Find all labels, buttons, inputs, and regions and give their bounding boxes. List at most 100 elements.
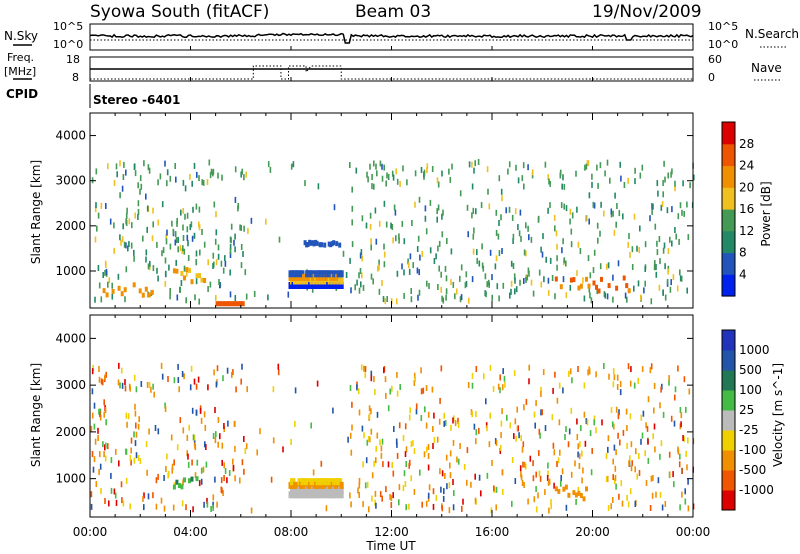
data-cell <box>502 282 505 289</box>
data-cell <box>197 376 200 383</box>
data-cell <box>179 286 181 293</box>
data-cell <box>668 379 670 386</box>
data-cell <box>335 241 339 247</box>
data-cell <box>104 444 106 451</box>
data-cell <box>663 242 666 249</box>
colorbar-segment <box>722 370 735 391</box>
data-cell <box>405 504 407 511</box>
data-cell <box>539 432 541 439</box>
data-cell <box>92 365 94 371</box>
data-cell <box>433 412 435 419</box>
data-cell <box>625 408 628 415</box>
data-cell <box>384 376 387 383</box>
data-cell <box>650 363 653 370</box>
data-cell <box>540 409 542 416</box>
data-cell <box>473 227 475 234</box>
data-cell <box>138 416 140 423</box>
data-cell <box>300 270 305 278</box>
data-cell <box>495 229 498 236</box>
data-cell <box>653 383 656 389</box>
data-cell <box>433 258 436 264</box>
data-cell <box>583 295 586 302</box>
data-cell <box>179 417 182 424</box>
data-cell <box>214 407 216 413</box>
data-cell <box>203 278 207 283</box>
data-cell <box>188 478 191 484</box>
data-cell <box>406 179 408 186</box>
data-cell <box>91 388 94 395</box>
data-cell <box>358 287 361 294</box>
data-cell <box>666 279 669 285</box>
data-cell <box>90 491 93 498</box>
data-cell <box>576 270 578 277</box>
data-cell <box>383 367 385 374</box>
data-cell <box>649 505 652 511</box>
data-cell <box>125 448 127 455</box>
y-tick-label: 3000 <box>55 378 86 392</box>
power-cells <box>91 159 695 307</box>
data-cell <box>111 293 114 300</box>
data-cell <box>500 420 503 427</box>
data-cell <box>442 297 445 304</box>
data-cell <box>417 294 419 301</box>
data-cell <box>141 292 145 298</box>
data-cell <box>349 492 351 499</box>
data-cell <box>528 378 530 385</box>
data-cell <box>547 207 549 214</box>
data-cell <box>175 259 177 266</box>
data-cell <box>579 493 583 498</box>
data-cell <box>200 467 203 474</box>
data-cell <box>272 386 275 393</box>
data-cell <box>612 497 614 503</box>
data-cell <box>561 468 564 475</box>
data-cell <box>91 412 94 419</box>
data-cell <box>669 286 672 293</box>
data-cell <box>550 503 552 510</box>
data-cell <box>637 280 640 287</box>
data-cell <box>433 437 436 443</box>
data-cell <box>166 453 168 460</box>
data-cell <box>324 491 329 499</box>
data-cell <box>228 470 231 476</box>
data-cell <box>130 447 132 454</box>
data-cell <box>137 423 140 430</box>
data-cell <box>633 213 636 220</box>
data-cell <box>675 233 677 240</box>
data-cell <box>547 289 550 296</box>
data-cell <box>290 486 294 494</box>
colorbar-segment <box>722 165 735 188</box>
velocity-colorbar-tick: -1000 <box>739 483 774 497</box>
data-cell <box>164 257 167 264</box>
data-cell <box>562 276 565 283</box>
data-cell <box>577 285 581 291</box>
data-cell <box>522 461 524 468</box>
data-cell <box>605 453 608 460</box>
data-cell <box>200 277 204 283</box>
data-cell <box>113 488 116 495</box>
data-cell <box>606 159 609 166</box>
data-cell <box>607 446 609 453</box>
data-cell <box>152 265 155 272</box>
data-cell <box>98 469 100 475</box>
data-cell <box>449 472 452 479</box>
data-cell <box>556 264 558 271</box>
data-cell <box>552 387 554 394</box>
data-cell <box>588 218 590 225</box>
data-cell <box>432 443 434 449</box>
data-cell <box>454 293 456 300</box>
colorbar-frame <box>721 121 736 297</box>
data-cell <box>152 383 154 390</box>
data-cell <box>198 206 201 213</box>
data-cell <box>403 292 405 299</box>
data-cell <box>659 258 661 265</box>
data-cell <box>126 207 128 214</box>
y-tick-label: 4000 <box>55 129 86 143</box>
data-cell <box>134 403 136 410</box>
data-cell <box>192 434 195 441</box>
data-cell <box>647 457 650 464</box>
data-cell <box>362 284 365 291</box>
data-cell <box>467 382 470 389</box>
data-cell <box>373 376 375 383</box>
